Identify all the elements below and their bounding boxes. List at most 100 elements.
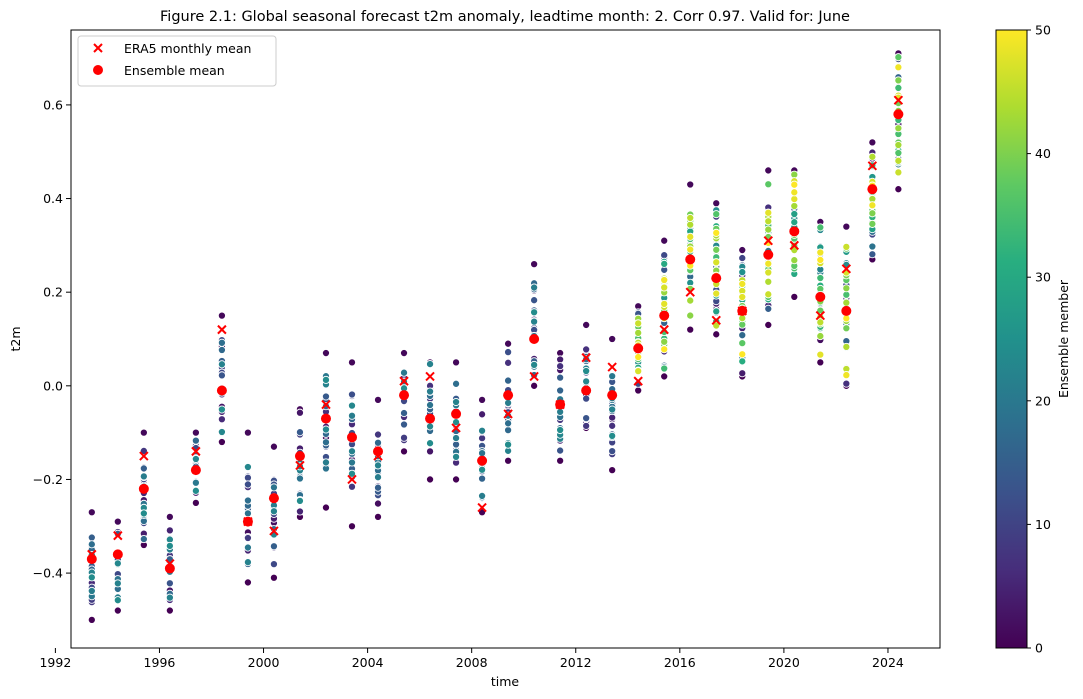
ensemble-member-point [712,307,721,316]
ensemble-member-point [243,558,252,567]
ensemble-member-point [686,296,695,305]
ensemble-member-point [478,434,487,443]
ensemble-member-point [373,483,383,492]
era5-monthly-mean-point [763,235,773,246]
ensemble-mean-point [841,305,852,316]
colorbar-tick-label: 50 [1035,23,1051,38]
era5-monthly-mean-point [581,353,591,363]
ensemble-member-point [243,578,252,587]
era5-monthly-mean-point [477,502,487,513]
ensemble-member-point [842,342,851,351]
ensemble-member-point [425,360,435,369]
ensemble-member-point [217,311,226,320]
ensemble-member-point [243,509,252,518]
ensemble-member-point [295,496,305,505]
ensemble-member-point [660,236,669,245]
ensemble-member-point [764,217,773,226]
ensemble-mean-point [711,273,722,284]
ensemble-member-point [712,289,721,298]
ensemble-member-point [582,366,591,376]
plot-frame [70,29,941,649]
ensemble-member-point [582,320,591,330]
y-tick-label: 0.4 [43,191,63,206]
ensemble-mean-point [190,465,201,476]
ensemble-member-point [425,439,435,448]
ensemble-member-point [504,358,513,367]
ensemble-member-point [425,447,435,456]
ensemble-member-point [790,180,799,189]
ensemble-member-point [712,210,721,219]
era5-monthly-mean-point [191,446,201,457]
y-tick-label: 0.2 [43,285,63,300]
y-tick-label: −0.4 [33,566,63,581]
ensemble-mean-point [320,413,331,424]
ensemble-member-point [894,63,903,72]
era5-marker-stroke [633,376,643,386]
ensemble-member-point [165,512,174,521]
ensemble-mean-point [685,254,696,265]
ensemble-member-point [165,541,174,550]
ensemble-member-point [321,438,331,447]
era5-marker-stroke [373,451,383,461]
ensemble-member-point [712,330,721,339]
ensemble-member-point [556,373,565,382]
y-tick-label: −0.2 [33,472,63,487]
colorbar-tick-label: 40 [1035,146,1051,161]
era5-monthly-mean-point [399,376,409,386]
ensemble-member-point [608,405,617,414]
ensemble-member-point [738,254,747,263]
colorbar-tick-label: 20 [1035,393,1051,408]
ensemble-mean-point [529,334,540,344]
colorbar-ticks: 0 10 20 30 40 50 [1027,23,1051,656]
legend-ensemble-mean-marker [93,65,103,75]
ensemble-mean-point [216,385,227,396]
ensemble-member-point [608,466,617,475]
ensemble-member-point [217,437,226,447]
ensemble-member-point [816,350,825,359]
ensemble-member-point [842,284,851,293]
ensemble-member-point [660,337,669,346]
ensemble-member-point [504,376,513,385]
ensemble-member-point [868,201,877,210]
ensemble-member-point [113,579,122,588]
ensemble-member-point [478,449,487,458]
era5-marker-stroke [477,502,487,513]
ensemble-member-point [894,83,903,92]
ensemble-member-point [816,358,825,367]
ensemble-member-point [764,268,773,277]
ensemble-member-point [347,522,357,531]
ensemble-member-point [712,258,721,267]
ensemble-member-point [321,458,331,467]
era5-monthly-mean-point [113,530,123,541]
ensemble-member-point [894,76,903,85]
ensemble-member-point [764,290,773,299]
ensemble-member-point [582,377,591,386]
ensemble-member-point [634,367,643,376]
ensemble-member-point [269,483,278,492]
ensemble-member-point [321,503,331,512]
ensemble-member-point [347,458,357,467]
era5-monthly-mean-point [711,315,721,325]
ensemble-member-point [217,415,226,424]
ensemble-member-point [243,462,252,472]
ensemble-member-point [243,533,252,543]
era5-monthly-mean-point [243,516,253,527]
x-tick-label: 1992 [39,655,71,670]
ensemble-mean-point [607,390,618,401]
ensemble-member-point [191,478,200,487]
ensemble-member-point [868,138,877,147]
ensemble-member-point [842,242,851,251]
ensemble-member-point [634,386,643,395]
era5-marker-stroke [841,264,852,274]
ensemble-member-point [295,474,305,483]
ensemble-member-point [373,473,383,482]
era5-marker-stroke [659,324,669,335]
era5-monthly-mean-point [295,460,305,471]
era5-marker-stroke [685,287,695,297]
ensemble-mean-point [763,249,774,260]
ensemble-member-point [530,317,539,326]
ensemble-member-point [87,573,96,582]
ensemble-member-point [790,292,799,301]
era5-marker-stroke [529,371,539,382]
